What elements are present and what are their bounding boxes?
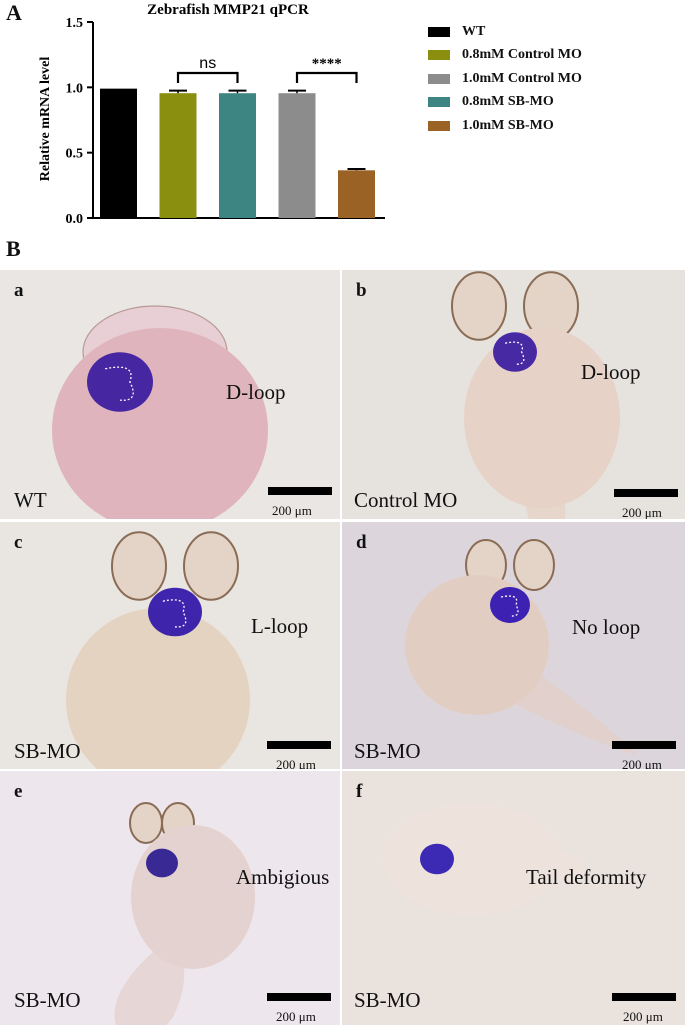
loop-annotation: D-loop: [581, 360, 641, 384]
scale-bar-label: 200 μm: [276, 757, 316, 769]
embryo-photo-d: d No loop SB-MO 200 μm: [342, 522, 685, 769]
group-label: SB-MO: [14, 739, 81, 763]
group-label: Control MO: [354, 488, 458, 512]
heart-stain: [146, 848, 178, 878]
legend-label: 1.0mM SB-MO: [462, 117, 554, 133]
eye-left: [129, 802, 163, 844]
bar: [100, 88, 137, 218]
group-label: SB-MO: [14, 988, 81, 1012]
photo-letter: a: [14, 280, 24, 301]
legend-item: 1.0mM SB-MO: [428, 114, 582, 138]
embryo-photo-a: a D-loop WT 200 μm: [0, 270, 340, 519]
legend-item: WT: [428, 20, 582, 44]
legend-item: 1.0mM Control MO: [428, 67, 582, 91]
scale-bar: [614, 489, 678, 497]
loop-annotation: L-loop: [251, 614, 309, 638]
y-tick-label: 1.0: [66, 81, 84, 96]
legend-swatch: [428, 97, 450, 108]
bar: [159, 93, 197, 218]
heart-outline: [504, 341, 525, 365]
loop-annotation: D-loop: [226, 380, 286, 404]
heart-stain: [148, 587, 202, 637]
embryo-body: [131, 825, 255, 969]
legend-item: 0.8mM Control MO: [428, 44, 582, 68]
scale-bar: [612, 993, 676, 1001]
heart-stain: [87, 352, 153, 412]
eye-left: [111, 531, 167, 601]
scale-bar: [267, 741, 331, 749]
scale-bar-label: 200 μm: [623, 1009, 663, 1024]
embryo-illustration: [451, 271, 620, 519]
heart-outline: [105, 366, 134, 401]
heart-stain: [493, 332, 537, 372]
group-label: SB-MO: [354, 739, 421, 763]
scale-bar-label: 200 μm: [272, 503, 312, 518]
heart-stain: [490, 587, 530, 623]
loop-annotation: No loop: [572, 615, 641, 639]
loop-annotation: Ambigious: [236, 865, 330, 889]
group-label: SB-MO: [354, 988, 421, 1012]
embryo-illustration: [66, 531, 250, 769]
heart-outline: [500, 595, 519, 617]
panel-a-letter: A: [6, 0, 22, 25]
photo-letter: b: [356, 280, 367, 301]
significance-bracket: [176, 71, 239, 83]
embryo-illustration: [52, 305, 268, 519]
bar: [278, 93, 316, 218]
heart-stain: [420, 843, 454, 875]
scale-bar: [267, 993, 331, 1001]
qpcr-bar-chart: Zebrafish MMP21 qPCR Relative mRNA level…: [38, 2, 385, 227]
significance-label: ns: [199, 55, 216, 72]
eye-left: [451, 271, 507, 341]
embryo-image-grid: a D-loop WT 200 μm b D-loop Control MO 200 μm c L…: [0, 270, 685, 1025]
legend-item: 0.8mM SB-MO: [428, 91, 582, 115]
photo-letter: e: [14, 781, 23, 802]
scale-bar-label: 200 μm: [622, 757, 662, 769]
embryo-body: [66, 608, 250, 769]
group-label: WT: [14, 488, 47, 512]
embryo-body: [405, 575, 549, 715]
embryo-illustration: [114, 802, 255, 1025]
scale-bar-label: 200 μm: [622, 505, 662, 519]
chart-legend: WT 0.8mM Control MO 1.0mM Control MO 0.8mM …: [428, 20, 582, 138]
legend-swatch: [428, 73, 450, 84]
eye-right: [513, 539, 555, 591]
y-tick-label: 0.0: [66, 212, 84, 227]
y-tick-label: 1.5: [66, 16, 84, 31]
chart-title: Zebrafish MMP21 qPCR: [147, 2, 309, 18]
legend-swatch: [428, 50, 450, 61]
loop-annotation: Tail deformity: [526, 865, 647, 889]
embryo-photo-c: c L-loop SB-MO 200 μm: [0, 522, 340, 769]
photo-letter: f: [356, 781, 363, 802]
bar: [219, 93, 256, 218]
legend-swatch: [428, 120, 450, 131]
legend-label: 0.8mM SB-MO: [462, 94, 554, 110]
embryo-tail: [114, 952, 185, 1025]
photo-letter: d: [356, 532, 367, 553]
legend-label: WT: [462, 23, 486, 39]
photo-letter: c: [14, 532, 23, 553]
legend-label: 1.0mM Control MO: [462, 70, 582, 86]
legend-label: 0.8mM Control MO: [462, 47, 582, 63]
embryo-body: [382, 803, 562, 915]
panel-b-letter: B: [6, 236, 21, 261]
scale-bar: [268, 487, 332, 495]
embryo-illustration: [405, 539, 637, 755]
eye-right: [183, 531, 239, 601]
embryo-photo-e: e Ambigious SB-MO 200 μm: [0, 771, 340, 1025]
legend-swatch: [428, 26, 450, 37]
embryo-photo-f: f Tail deformity SB-MO 200 μm: [342, 771, 685, 1025]
embryo-body: [464, 328, 620, 508]
heart-outline: [162, 599, 187, 628]
scale-bar: [612, 741, 676, 749]
y-tick-label: 0.5: [66, 147, 84, 162]
significance-label: ****: [312, 56, 342, 72]
y-axis-label: Relative mRNA level: [38, 57, 53, 182]
embryo-tail: [517, 665, 637, 755]
embryo-photo-b: b D-loop Control MO 200 μm: [342, 270, 685, 519]
embryo-illustration: [382, 803, 585, 915]
bar: [338, 170, 375, 218]
significance-bracket: [295, 71, 358, 83]
scale-bar-label: 200 μm: [276, 1009, 316, 1024]
